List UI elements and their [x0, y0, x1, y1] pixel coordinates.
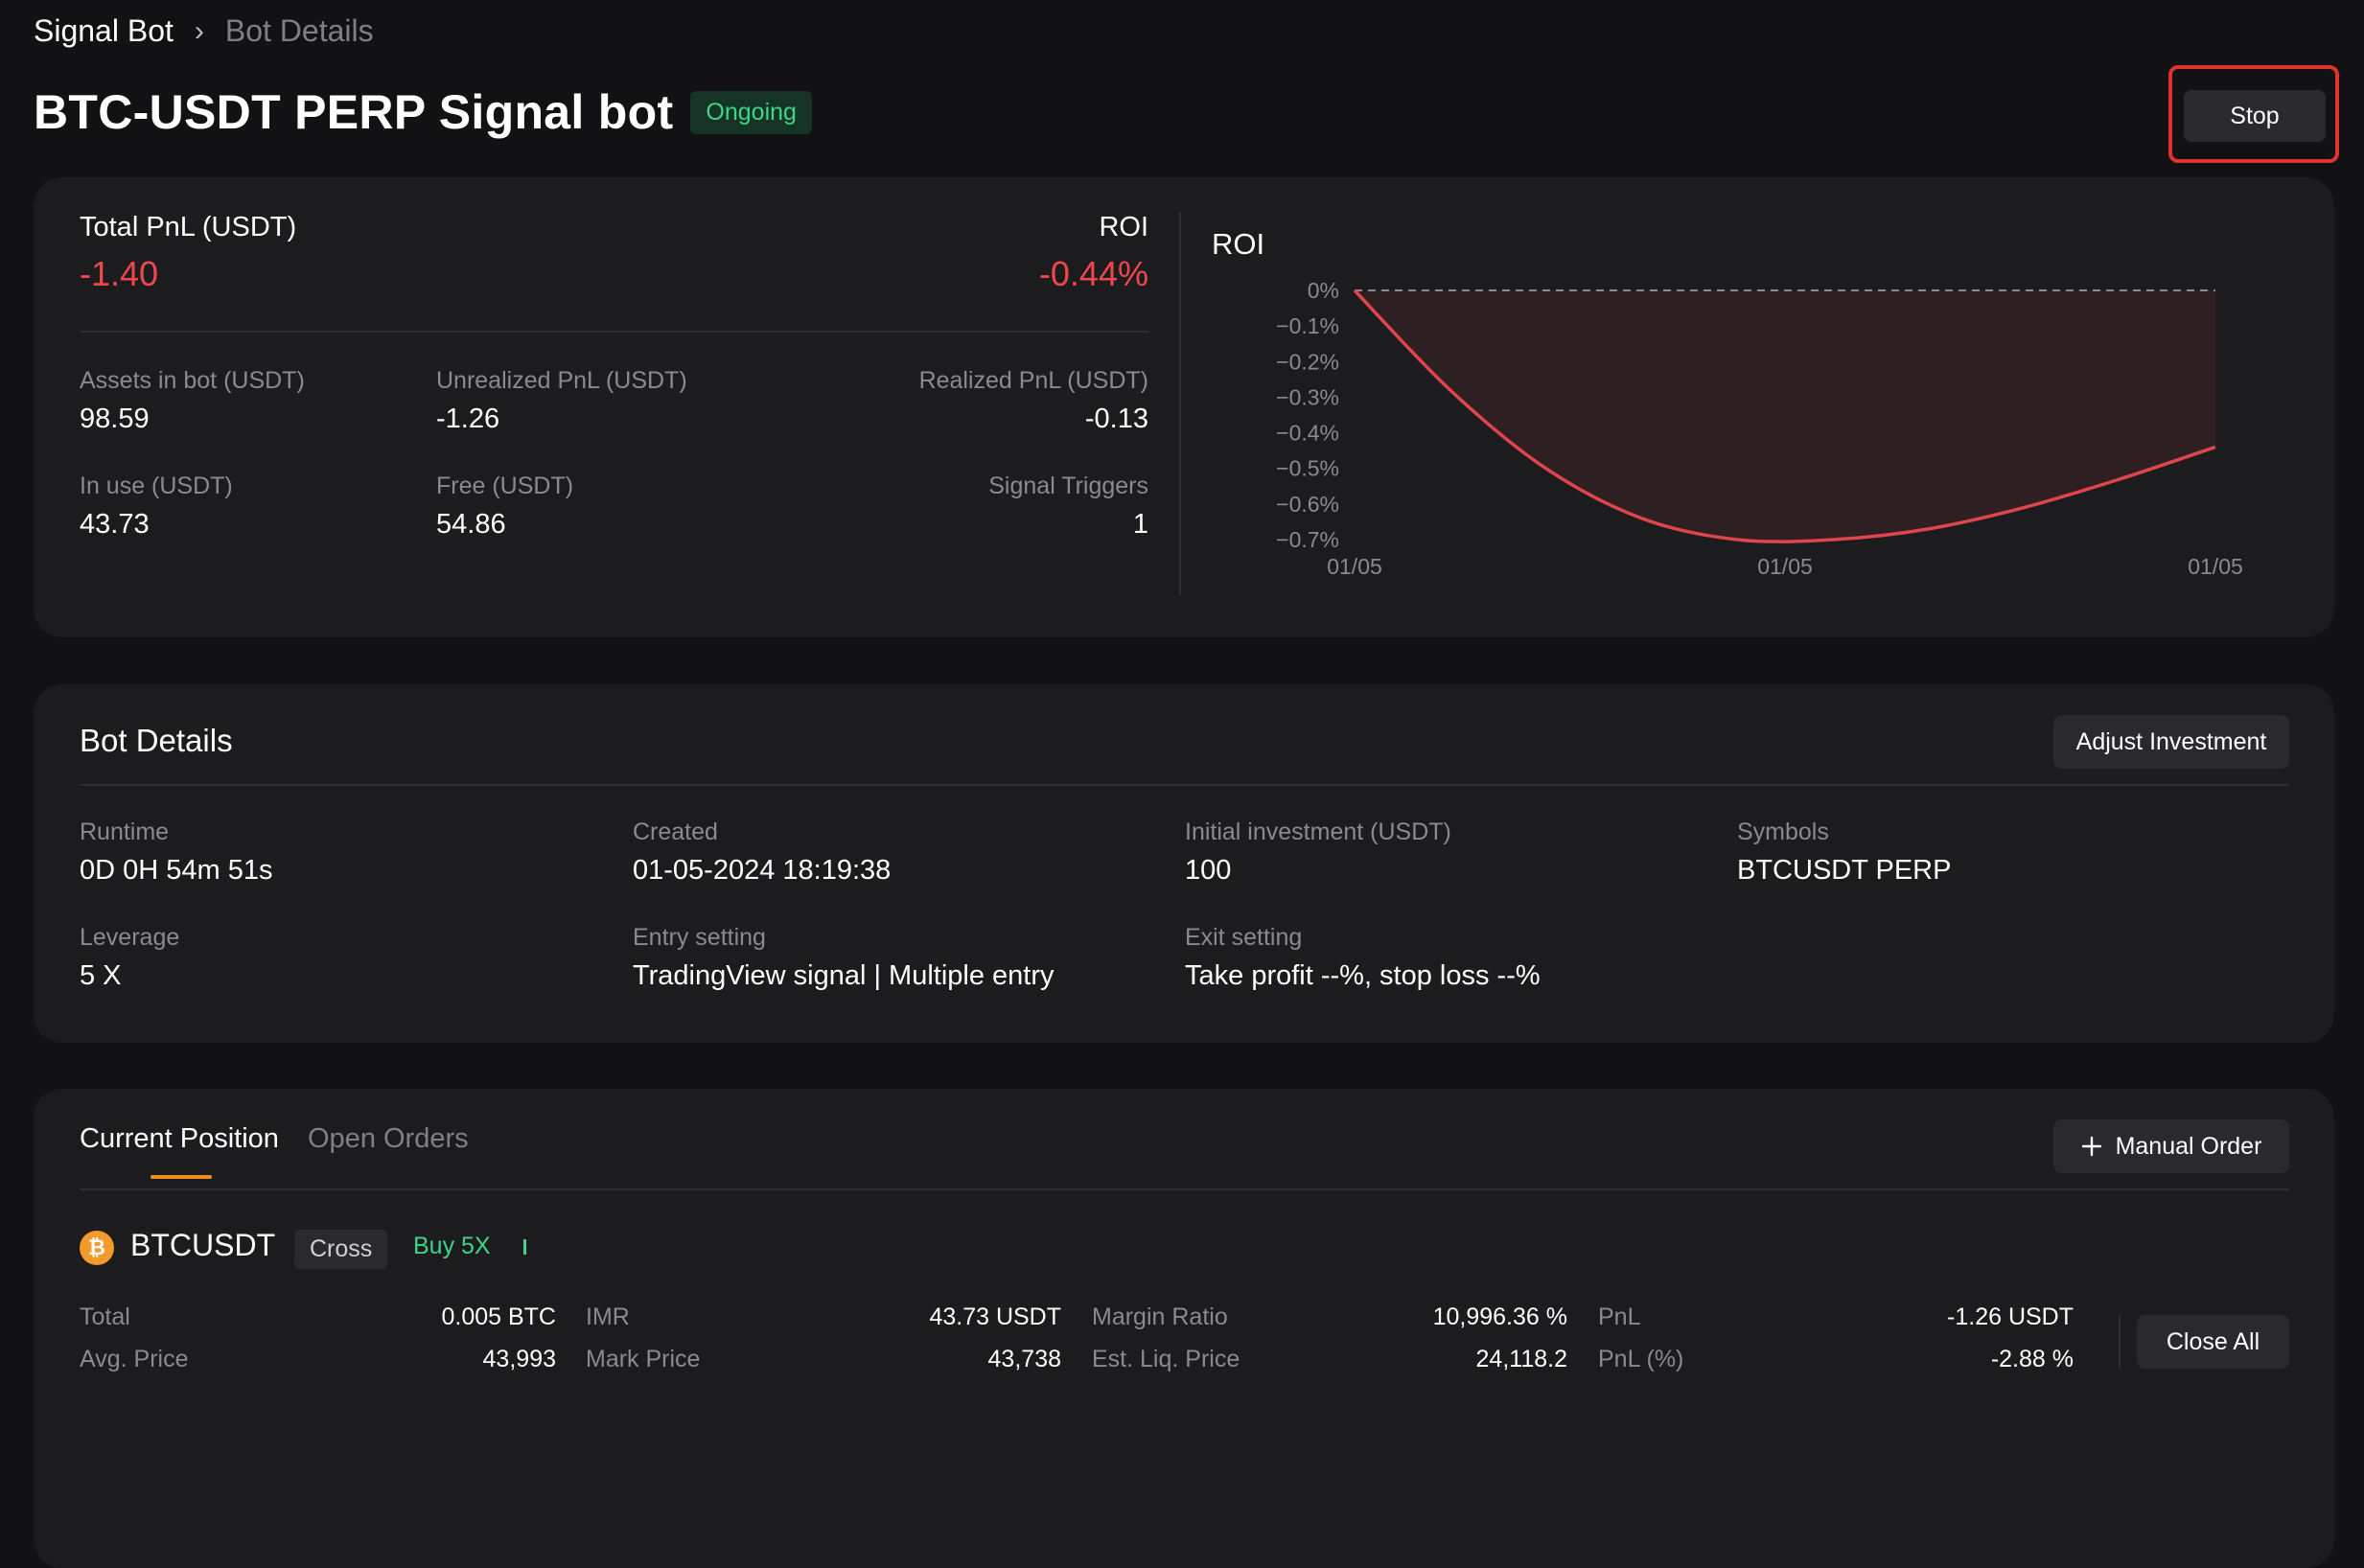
- signal-triggers-value: 1: [1132, 509, 1148, 540]
- unrealized-pnl-label: Unrealized PnL (USDT): [436, 367, 687, 394]
- initial-investment-value: 100: [1185, 855, 1232, 886]
- assets-value: 98.59: [80, 404, 150, 434]
- total-label: Total: [80, 1303, 130, 1330]
- y-tick-label: 0%: [1308, 278, 1339, 303]
- margin-mode-badge: Cross: [294, 1230, 388, 1269]
- realized-pnl-label: Realized PnL (USDT): [918, 367, 1148, 394]
- signal-triggers-label: Signal Triggers: [988, 473, 1148, 499]
- runtime-value: 0D 0H 54m 51s: [80, 855, 273, 886]
- avg-price-value: 43,993: [482, 1346, 556, 1372]
- realized-pnl-value: -0.13: [1084, 404, 1148, 434]
- y-tick-label: −0.6%: [1276, 492, 1339, 517]
- roi-chart-title: ROI: [1212, 227, 1265, 261]
- initial-investment-label: Initial investment (USDT): [1185, 819, 1451, 845]
- total-pnl-value: -1.40: [80, 254, 159, 293]
- x-tick-label: 01/05: [1327, 554, 1382, 579]
- symbols-label: Symbols: [1737, 819, 1829, 845]
- bot-details-card: Bot Details Adjust Investment Runtime 0D…: [34, 684, 2334, 1043]
- x-tick-label: 01/05: [1757, 554, 1813, 579]
- position-side-marker: [523, 1239, 526, 1255]
- summary-card: Total PnL (USDT) -1.40 ROI -0.44% Assets…: [34, 177, 2334, 637]
- position-side-badge: Buy 5X: [413, 1233, 491, 1259]
- pnl-percent-value: -2.88 %: [1990, 1346, 2074, 1372]
- pnl-value: -1.26 USDT: [1947, 1303, 2074, 1330]
- margin-ratio-value: 10,996.36 %: [1432, 1303, 1567, 1330]
- chevron-right-icon: ›: [194, 14, 204, 47]
- total-value: 0.005 BTC: [441, 1303, 556, 1330]
- assets-label: Assets in bot (USDT): [80, 367, 305, 394]
- y-tick-label: −0.2%: [1276, 349, 1339, 374]
- close-all-divider: [2119, 1315, 2121, 1369]
- roi-area-fill: [1355, 290, 2215, 542]
- btc-coin-icon: ₿: [80, 1231, 114, 1265]
- est-liq-price-label: Est. Liq. Price: [1092, 1346, 1240, 1372]
- tab-open-orders[interactable]: Open Orders: [308, 1123, 469, 1154]
- in-use-label: In use (USDT): [80, 473, 233, 499]
- free-label: Free (USDT): [436, 473, 574, 499]
- y-tick-label: −0.4%: [1276, 421, 1339, 446]
- y-tick-label: −0.3%: [1276, 384, 1339, 409]
- plus-icon: [2081, 1136, 2101, 1157]
- entry-setting-value: TradingView signal | Multiple entry: [633, 960, 1055, 991]
- page-title: BTC-USDT PERP Signal bot: [34, 85, 674, 139]
- roi-line: [1353, 288, 2216, 543]
- x-tick-label: 01/05: [2188, 554, 2243, 579]
- breadcrumb: Signal Bot › Bot Details: [34, 13, 374, 49]
- breadcrumb-current: Bot Details: [224, 13, 374, 48]
- total-pnl-label: Total PnL (USDT): [80, 212, 297, 242]
- created-label: Created: [633, 819, 718, 845]
- exit-setting-label: Exit setting: [1185, 924, 1303, 951]
- roi-chart: 0%−0.1%−0.2%−0.3%−0.4%−0.5%−0.6%−0.7%01/…: [1276, 278, 2243, 579]
- imr-value: 43.73 USDT: [929, 1303, 1061, 1330]
- bot-details-divider: [80, 784, 2289, 786]
- y-tick-label: −0.7%: [1276, 527, 1339, 552]
- mark-price-value: 43,738: [987, 1346, 1061, 1372]
- exit-setting-value: Take profit --%, stop loss --%: [1185, 960, 1541, 991]
- title-row: BTC-USDT PERP Signal bot Ongoing: [34, 84, 812, 140]
- manual-order-label: Manual Order: [2115, 1132, 2262, 1160]
- est-liq-price-value: 24,118.2: [1475, 1346, 1567, 1372]
- y-tick-label: −0.1%: [1276, 313, 1339, 338]
- stop-button-highlight: Stop: [2168, 65, 2339, 163]
- entry-setting-label: Entry setting: [633, 924, 766, 951]
- unrealized-pnl-value: -1.26: [436, 404, 500, 434]
- positions-divider: [80, 1188, 2289, 1190]
- roi-label: ROI: [1099, 212, 1148, 242]
- avg-price-label: Avg. Price: [80, 1346, 189, 1372]
- roi-value: -0.44%: [1038, 254, 1148, 293]
- imr-label: IMR: [586, 1303, 630, 1330]
- breadcrumb-signal-bot-link[interactable]: Signal Bot: [34, 13, 174, 48]
- active-tab-indicator: [151, 1175, 212, 1179]
- manual-order-button[interactable]: Manual Order: [2053, 1119, 2289, 1173]
- stop-button[interactable]: Stop: [2184, 90, 2326, 142]
- summary-divider: [80, 331, 1148, 333]
- leverage-label: Leverage: [80, 924, 180, 951]
- close-all-button[interactable]: Close All: [2137, 1315, 2289, 1369]
- adjust-investment-button[interactable]: Adjust Investment: [2053, 715, 2289, 769]
- summary-vertical-divider: [1179, 212, 1181, 595]
- tab-current-position[interactable]: Current Position: [80, 1123, 279, 1154]
- in-use-value: 43.73: [80, 509, 150, 540]
- pnl-label: PnL: [1598, 1303, 1641, 1330]
- status-badge: Ongoing: [690, 90, 812, 134]
- pnl-percent-label: PnL (%): [1598, 1346, 1684, 1372]
- bot-details-title: Bot Details: [80, 723, 233, 758]
- symbols-value: BTCUSDT PERP: [1737, 855, 1952, 886]
- free-value: 54.86: [436, 509, 506, 540]
- runtime-label: Runtime: [80, 819, 170, 845]
- leverage-value: 5 X: [80, 960, 122, 991]
- created-value: 01-05-2024 18:19:38: [633, 855, 892, 886]
- mark-price-label: Mark Price: [586, 1346, 701, 1372]
- position-symbol: BTCUSDT: [130, 1228, 276, 1262]
- margin-ratio-label: Margin Ratio: [1092, 1303, 1228, 1330]
- positions-card: Current Position Open Orders Manual Orde…: [34, 1089, 2334, 1568]
- y-tick-label: −0.5%: [1276, 456, 1339, 481]
